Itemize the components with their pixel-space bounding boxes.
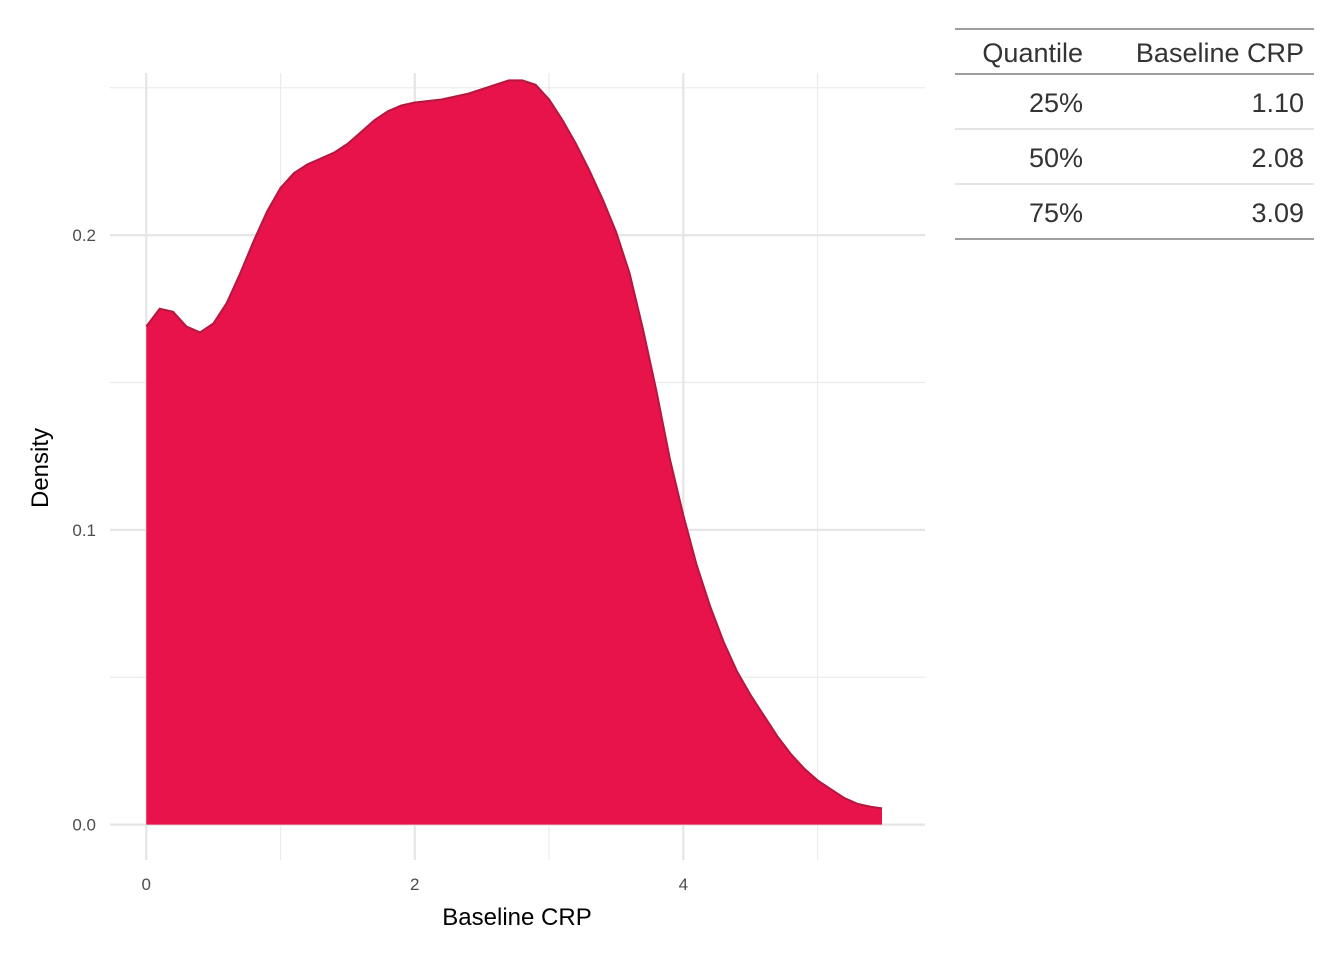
- x-axis-title: Baseline CRP: [442, 904, 591, 931]
- x-tick-label: 2: [410, 875, 419, 894]
- y-axis-title: Density: [27, 428, 54, 508]
- table-cell-value: 1.10: [1251, 88, 1304, 118]
- x-tick-label: 4: [679, 875, 688, 894]
- quantile-table: Quantile Baseline CRP 25% 1.10 50% 2.08 75% 3.0…: [955, 28, 1314, 240]
- table-header-quantile: Quantile: [982, 38, 1083, 68]
- density-area: [146, 80, 883, 825]
- density-outline: [145, 79, 883, 810]
- density-area-group: [145, 79, 883, 825]
- table-cell-value: 2.08: [1251, 143, 1304, 173]
- y-tick-label: 0.1: [72, 521, 96, 540]
- table-cell-quantile: 25%: [1029, 88, 1083, 118]
- x-tick-label: 0: [142, 875, 151, 894]
- table-cell-quantile: 50%: [1029, 143, 1083, 173]
- tick-labels: 0 2 4 0.0 0.1 0.2: [72, 226, 688, 894]
- table-header-value: Baseline CRP: [1136, 38, 1304, 68]
- table-cell-value: 3.09: [1251, 198, 1304, 228]
- table-cell-quantile: 75%: [1029, 198, 1083, 228]
- y-tick-label: 0.0: [72, 816, 96, 835]
- y-tick-label: 0.2: [72, 226, 96, 245]
